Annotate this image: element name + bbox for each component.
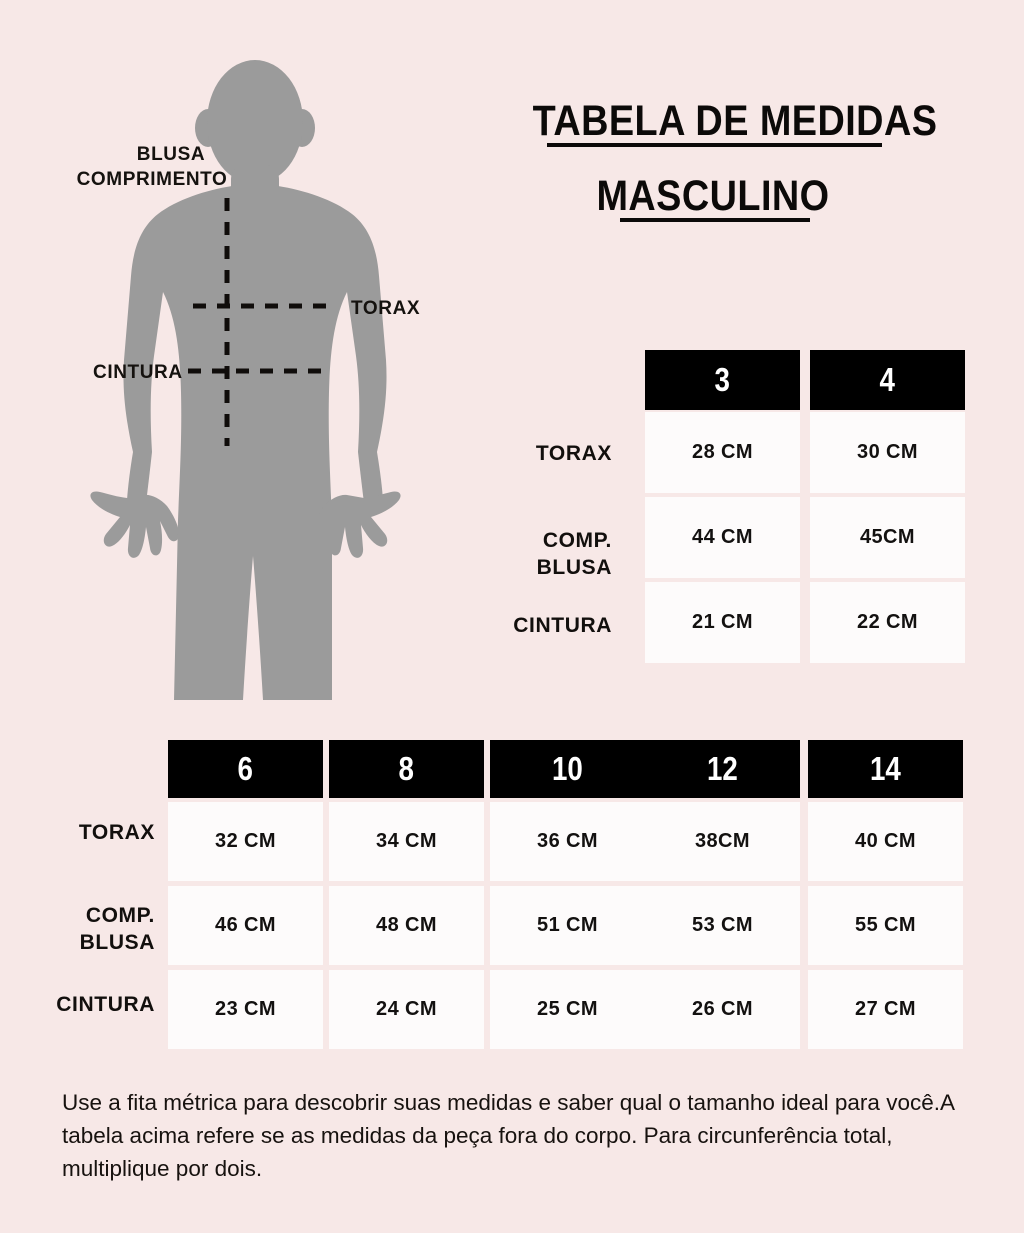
measurement-cell: 34 CM [329,802,484,881]
row-label-line2: BLUSA [536,555,612,579]
size-header-label: 4 [879,361,896,398]
row-label-comp: COMP. BLUSA [0,528,612,582]
measurement-instructions: Use a fita métrica para descobrir suas m… [62,1090,954,1182]
row-label-comp: COMP. BLUSA [0,903,155,957]
size-table-small: 3 4 TORAX 28 CM 30 CM COMP. BLUSA 44 CM 45CM CINT… [0,350,965,663]
blusa-comprimento-label: BLUSA COMPRIMENTO [77,142,234,192]
row-label-cintura: CINTURA [513,614,612,637]
size-header-3: 3 [645,350,800,410]
measurement-cell: 26 CM [645,970,800,1049]
measurement-cell: 48 CM [329,886,484,965]
row-label-torax: TORAX [78,821,155,844]
blusa-label-line2: COMPRIMENTO [76,169,228,191]
measurement-cell: 27 CM [808,970,963,1049]
measurement-cell: 30 CM [810,412,965,493]
measurement-cell: 40 CM [808,802,963,881]
row-label-torax: TORAX [535,442,612,465]
size-header-4: 4 [810,350,965,410]
size-header-8: 8 [329,740,484,798]
row-label-line1: COMP. [542,529,612,552]
row-label-line2: BLUSA [79,930,155,954]
size-header-label: 6 [237,750,254,787]
measurement-cell: 44 CM [645,497,800,578]
measurement-cell: 46 CM [168,886,323,965]
measurement-cell: 25 CM [490,970,645,1049]
measurement-cell: 55 CM [808,886,963,965]
row-label-cintura: CINTURA [56,993,155,1016]
size-table-large: 6 8 10 12 14 TORAX 32 CM 34 CM 36 CM 38CM 40 CM COM… [0,740,963,1049]
size-header-label: 10 [552,750,583,787]
page-title-line-1: TABELA DE MEDIDAS [532,97,938,145]
size-header-label: 3 [714,361,731,398]
blusa-label-line1: BLUSA [136,144,206,165]
body-diagram-panel: BLUSA COMPRIMENTO TORAX CINTURA [0,0,470,700]
size-header-label: 12 [707,750,738,787]
size-header-label: 8 [398,750,415,787]
measurement-cell: 23 CM [168,970,323,1049]
size-header-6: 6 [168,740,323,798]
measurement-cell: 51 CM [490,886,645,965]
measurement-cell: 24 CM [329,970,484,1049]
male-body-silhouette [90,60,401,700]
torax-diagram-label: TORAX [351,298,421,319]
measurement-cell: 38CM [645,802,800,881]
measurement-cell: 22 CM [810,582,965,663]
row-label-line1: COMP. [85,904,155,927]
size-header-14: 14 [808,740,963,798]
cintura-diagram-label: CINTURA [93,362,183,383]
size-header-label: 14 [870,750,901,787]
size-header-12: 12 [645,740,800,798]
measurement-cell: 36 CM [490,802,645,881]
measurement-cell: 53 CM [645,886,800,965]
measurement-cell: 45CM [810,497,965,578]
title-underline-2 [620,218,810,222]
measurement-cell: 32 CM [168,802,323,881]
measurement-cell: 21 CM [645,582,800,663]
measurement-cell: 28 CM [645,412,800,493]
title-underline-1 [547,143,882,147]
size-header-10: 10 [490,740,645,798]
page-title-line-2: MASCULINO [596,172,830,220]
